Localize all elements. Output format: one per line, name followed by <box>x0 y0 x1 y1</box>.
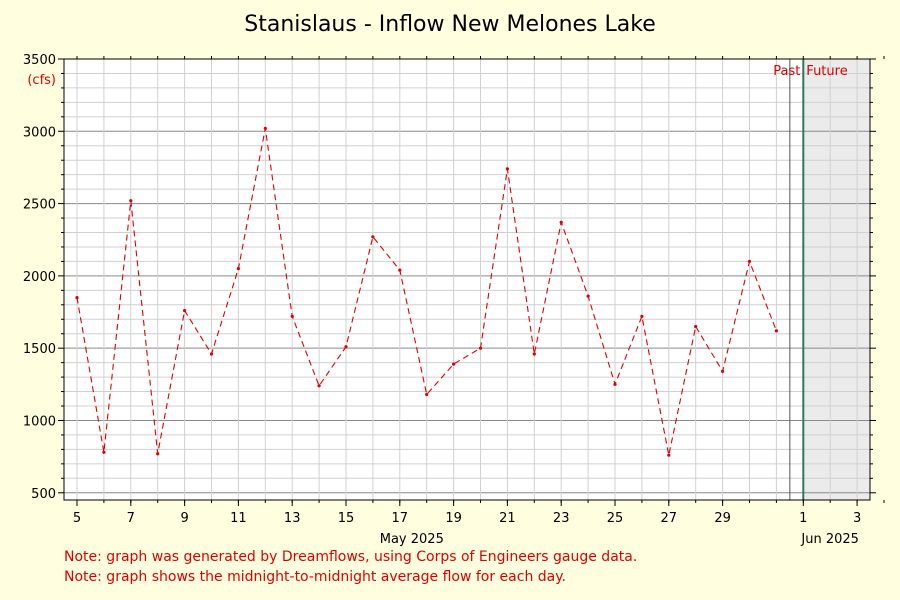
x-tick-label: 21 <box>499 511 516 526</box>
x-tick-label: 29 <box>714 511 731 526</box>
data-point <box>478 346 483 350</box>
data-point <box>694 324 698 329</box>
plot-background <box>64 59 870 500</box>
y-tick-label: 1000 <box>23 414 56 429</box>
data-point <box>290 314 294 318</box>
month-label-may: May 2025 <box>380 532 444 547</box>
data-point <box>747 259 752 264</box>
x-tick-label: 1 <box>799 511 807 526</box>
data-point <box>532 352 536 356</box>
y-axis-unit-label: (cfs) <box>27 73 56 88</box>
x-tick-label: 17 <box>392 511 409 526</box>
data-point <box>398 268 402 272</box>
past-label: Past <box>773 64 800 79</box>
y-tick-label: 3000 <box>23 125 56 140</box>
data-point <box>183 308 187 313</box>
data-point <box>75 295 79 300</box>
footnote-averaging: Note: graph shows the midnight-to-midnig… <box>64 569 566 585</box>
data-point <box>613 382 617 386</box>
series-line <box>76 128 777 456</box>
x-tick-label: 13 <box>284 511 301 526</box>
x-tick-label: 27 <box>661 511 678 526</box>
data-point <box>102 450 106 454</box>
data-point <box>640 314 644 318</box>
plot-frame <box>63 58 871 501</box>
x-tick-label: 5 <box>73 511 81 526</box>
data-point <box>129 199 133 203</box>
data-point <box>452 362 456 366</box>
y-tick-label: 2500 <box>23 198 56 213</box>
y-tick-label: 500 <box>31 487 56 502</box>
x-tick-label: 11 <box>230 511 247 526</box>
x-tick-label: 3 <box>853 511 861 526</box>
data-point <box>721 369 725 373</box>
data-point <box>156 452 160 456</box>
x-tick-label: 25 <box>607 511 624 526</box>
data-point <box>236 267 240 271</box>
y-tick-label: 3500 <box>23 53 56 68</box>
future-region <box>803 59 870 500</box>
x-tick-label: 7 <box>127 511 135 526</box>
data-point <box>263 126 267 131</box>
x-tick-label: 19 <box>445 511 462 526</box>
y-tick-label: 1500 <box>23 342 56 357</box>
chart-title: Stanislaus - Inflow New Melones Lake <box>244 12 656 37</box>
future-label: Future <box>806 64 847 79</box>
data-point <box>667 453 671 457</box>
data-point <box>317 384 321 388</box>
data-point <box>774 329 779 333</box>
data-point <box>425 392 429 397</box>
data-point <box>505 167 509 171</box>
data-point <box>344 345 348 349</box>
data-point <box>586 294 590 298</box>
x-tick-label: 9 <box>180 511 188 526</box>
footnote-source: Note: graph was generated by Dreamflows,… <box>64 549 638 565</box>
x-tick-label: 23 <box>553 511 570 526</box>
data-point <box>209 352 214 356</box>
data-point <box>371 235 375 239</box>
y-tick-label: 2000 <box>23 270 56 285</box>
x-tick-label: 15 <box>338 511 355 526</box>
month-label-jun: Jun 2025 <box>800 532 859 547</box>
data-point <box>559 220 563 224</box>
